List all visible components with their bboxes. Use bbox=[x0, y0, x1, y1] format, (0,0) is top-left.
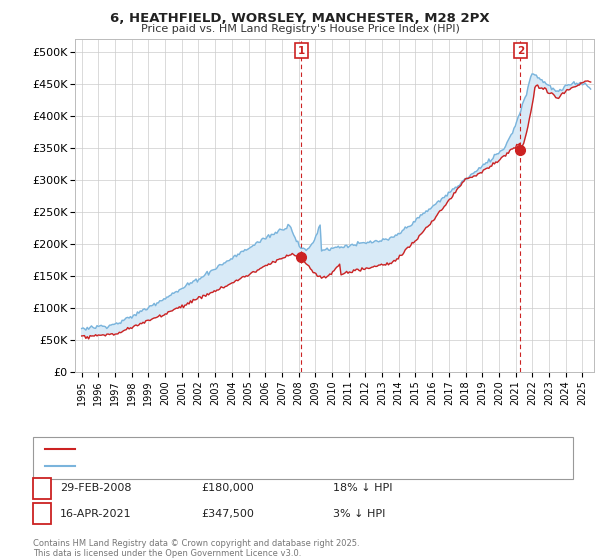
Text: 16-APR-2021: 16-APR-2021 bbox=[60, 508, 131, 519]
Text: £347,500: £347,500 bbox=[201, 508, 254, 519]
Text: Contains HM Land Registry data © Crown copyright and database right 2025.
This d: Contains HM Land Registry data © Crown c… bbox=[33, 539, 359, 558]
Text: 6, HEATHFIELD, WORSLEY, MANCHESTER, M28 2PX: 6, HEATHFIELD, WORSLEY, MANCHESTER, M28 … bbox=[110, 12, 490, 25]
Text: HPI: Average price, detached house, Salford: HPI: Average price, detached house, Salf… bbox=[81, 461, 296, 472]
Text: 3% ↓ HPI: 3% ↓ HPI bbox=[333, 508, 385, 519]
Text: 2: 2 bbox=[38, 508, 46, 519]
Text: £180,000: £180,000 bbox=[201, 483, 254, 493]
Text: 1: 1 bbox=[38, 483, 46, 493]
Text: 18% ↓ HPI: 18% ↓ HPI bbox=[333, 483, 392, 493]
Text: 2: 2 bbox=[517, 46, 524, 56]
Text: 1: 1 bbox=[298, 46, 305, 56]
Text: 29-FEB-2008: 29-FEB-2008 bbox=[60, 483, 131, 493]
Text: 6, HEATHFIELD, WORSLEY, MANCHESTER, M28 2PX (detached house): 6, HEATHFIELD, WORSLEY, MANCHESTER, M28 … bbox=[81, 444, 420, 454]
Text: Price paid vs. HM Land Registry's House Price Index (HPI): Price paid vs. HM Land Registry's House … bbox=[140, 24, 460, 34]
